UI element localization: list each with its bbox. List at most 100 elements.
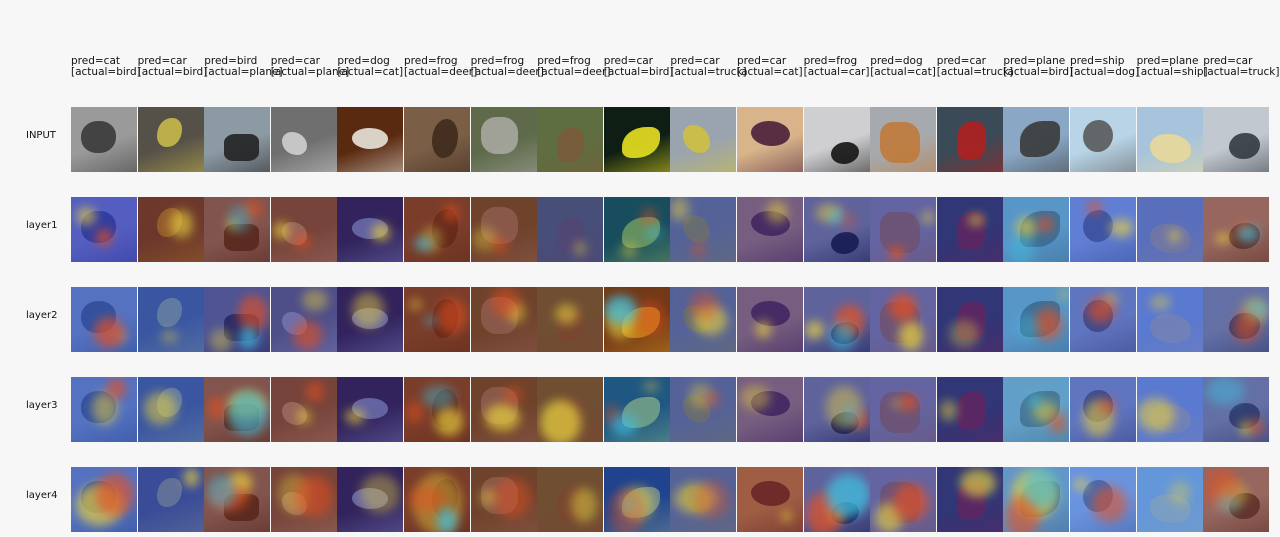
column-headers: pred=cat [actual=bird] pred=car [actual=bir… xyxy=(0,0,1280,100)
saliency-map xyxy=(1003,197,1070,262)
pred-label: pred=car xyxy=(603,55,653,67)
saliency-map xyxy=(337,377,404,442)
row-label: layer4 xyxy=(26,490,58,501)
input-image xyxy=(1203,107,1270,172)
saliency-map xyxy=(603,377,670,442)
saliency-map xyxy=(470,287,537,352)
actual-label: [actual=plane] xyxy=(204,66,283,78)
image-row xyxy=(71,467,1270,532)
saliency-map xyxy=(537,197,604,262)
column-header: pred=frog [actual=deer] xyxy=(537,56,610,78)
saliency-map xyxy=(1203,377,1270,442)
input-image xyxy=(936,107,1003,172)
saliency-map xyxy=(737,287,803,352)
input-image xyxy=(470,107,537,172)
saliency-map xyxy=(1070,377,1136,442)
column-header: pred=dog [actual=cat] xyxy=(337,56,403,78)
saliency-map xyxy=(803,377,870,442)
saliency-map xyxy=(537,467,604,532)
saliency-map xyxy=(670,287,737,352)
column-header: pred=car [actual=bird] xyxy=(137,56,208,78)
saliency-map xyxy=(337,197,404,262)
actual-label: [actual=bird] xyxy=(137,66,208,78)
saliency-map xyxy=(737,377,803,442)
saliency-map xyxy=(204,377,271,442)
saliency-map xyxy=(470,467,537,532)
saliency-map xyxy=(204,287,271,352)
actual-label: [actual=truck] xyxy=(936,66,1014,78)
pred-label: pred=frog xyxy=(803,55,858,67)
image-row xyxy=(71,107,1270,172)
saliency-map xyxy=(204,467,271,532)
column-header: pred=plane [actual=bird] xyxy=(1003,56,1073,78)
actual-label: [actual=cat] xyxy=(337,66,404,78)
saliency-map xyxy=(137,197,204,262)
actual-label: [actual=bird] xyxy=(71,66,141,78)
saliency-map xyxy=(270,377,337,442)
saliency-map xyxy=(71,197,137,262)
pred-label: pred=plane xyxy=(1136,55,1199,67)
input-image xyxy=(803,107,870,172)
saliency-map xyxy=(1136,377,1203,442)
saliency-map xyxy=(1203,287,1270,352)
saliency-map xyxy=(670,467,737,532)
saliency-map xyxy=(803,467,870,532)
saliency-map xyxy=(1203,467,1270,532)
image-row xyxy=(71,377,1270,442)
column-header: pred=frog [actual=deer] xyxy=(404,56,478,78)
actual-label: [actual=deer] xyxy=(404,66,478,78)
pred-label: pred=car xyxy=(670,55,720,67)
column-header: pred=car [actual=truck] xyxy=(936,55,1014,78)
saliency-map xyxy=(737,467,803,532)
input-image xyxy=(404,107,470,172)
input-image xyxy=(537,107,604,172)
column-header: pred=car [actual=cat] xyxy=(737,56,803,78)
column-header: pred=cat [actual=bird] xyxy=(71,56,141,78)
saliency-map xyxy=(737,197,803,262)
saliency-map xyxy=(936,467,1003,532)
saliency-map xyxy=(936,197,1003,262)
pred-label: pred=bird xyxy=(204,55,258,67)
saliency-map xyxy=(1003,467,1070,532)
pred-label: pred=car xyxy=(270,55,320,67)
saliency-map xyxy=(1070,197,1136,262)
saliency-map xyxy=(71,377,137,442)
actual-label: [actual=plane] xyxy=(270,66,350,78)
saliency-map xyxy=(404,467,470,532)
saliency-map xyxy=(603,467,670,532)
saliency-map xyxy=(137,467,204,532)
saliency-map xyxy=(936,287,1003,352)
saliency-map xyxy=(603,287,670,352)
saliency-map xyxy=(1136,287,1203,352)
saliency-map xyxy=(204,197,271,262)
saliency-map xyxy=(870,377,937,442)
saliency-map xyxy=(137,377,204,442)
saliency-map xyxy=(404,197,470,262)
column-header: pred=car [actual=plane] xyxy=(270,55,350,78)
pred-label: pred=frog xyxy=(470,55,525,67)
input-image xyxy=(270,107,337,172)
image-row xyxy=(71,197,1270,262)
saliency-map xyxy=(337,287,404,352)
saliency-map xyxy=(337,467,404,532)
saliency-map xyxy=(670,377,737,442)
pred-label: pred=car xyxy=(737,55,787,67)
column-header: pred=frog [actual=car] xyxy=(804,56,870,78)
saliency-map xyxy=(803,287,870,352)
saliency-map xyxy=(1070,467,1136,532)
actual-label: [actual=bird] xyxy=(603,66,674,78)
saliency-map xyxy=(870,197,937,262)
saliency-map xyxy=(537,377,604,442)
saliency-map xyxy=(137,287,204,352)
saliency-map xyxy=(404,377,470,442)
actual-label: [actual=deer] xyxy=(470,66,544,78)
pred-label: pred=car xyxy=(1203,55,1253,67)
input-image xyxy=(204,107,271,172)
input-image xyxy=(337,107,404,172)
pred-label: pred=car xyxy=(936,55,986,67)
actual-label: [actual=dog] xyxy=(1070,66,1140,78)
saliency-map xyxy=(1136,197,1203,262)
saliency-map xyxy=(404,287,470,352)
pred-label: pred=dog xyxy=(337,55,390,67)
